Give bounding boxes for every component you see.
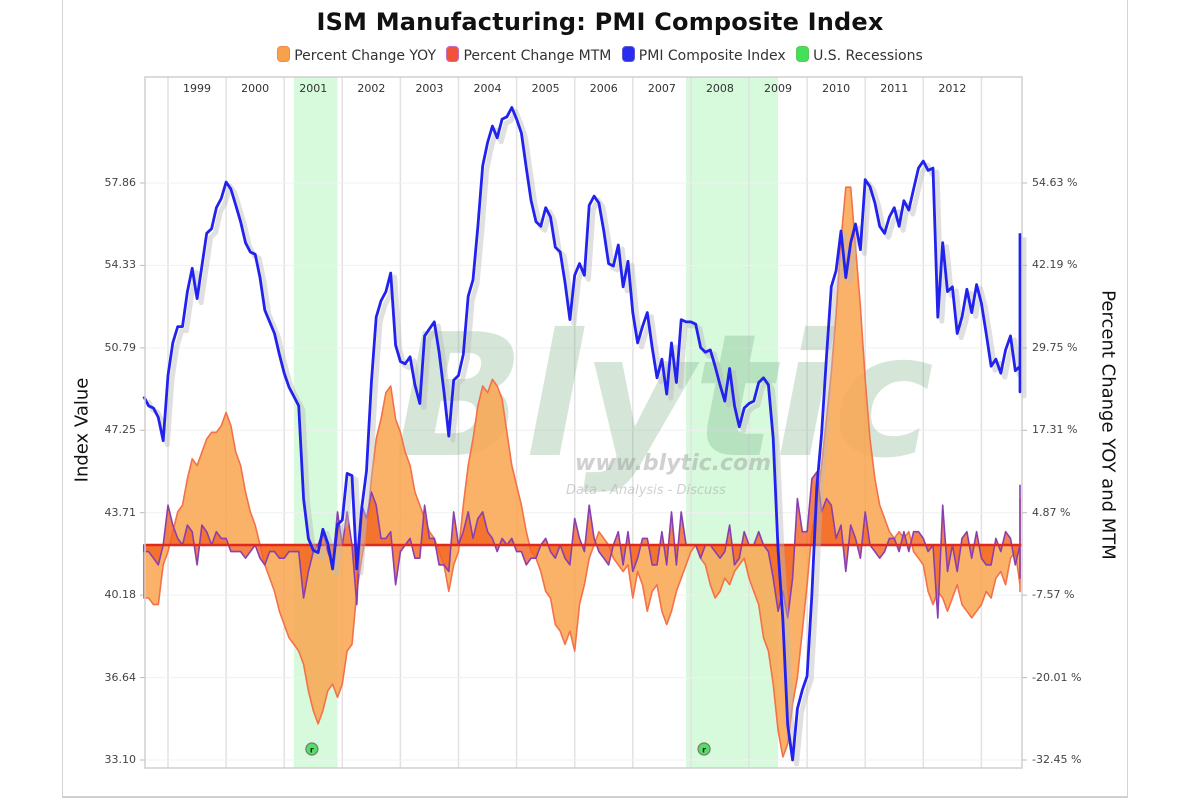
x-tick-label: 2008 bbox=[706, 82, 734, 95]
y-right-tick-label: -7.57 % bbox=[1032, 588, 1075, 602]
x-tick-label: 2006 bbox=[590, 82, 618, 95]
y-left-tick-label: 40.18 bbox=[104, 588, 137, 602]
recession-marker bbox=[697, 742, 711, 756]
series-yoy bbox=[142, 186, 1021, 758]
legend-item-pmi[interactable]: PMI Composite Index bbox=[621, 46, 786, 64]
y-right-tick-label: 42.19 % bbox=[1032, 258, 1078, 272]
legend-swatch-yoy bbox=[277, 46, 291, 62]
y-right-tick-label: -32.45 % bbox=[1032, 753, 1082, 766]
y-right-tick-label: 54.63 % bbox=[1032, 176, 1078, 189]
yoy-area bbox=[142, 186, 1021, 758]
legend-swatch-recessions bbox=[796, 46, 810, 62]
x-tick-label: 2001 bbox=[299, 82, 327, 95]
x-tick-label: 2004 bbox=[474, 82, 502, 95]
y-left-tick-label: 57.86 bbox=[104, 176, 137, 189]
legend-item-recessions[interactable]: U.S. Recessions bbox=[796, 46, 923, 64]
y-right-tick-label: 29.75 % bbox=[1032, 340, 1078, 354]
legend-swatch-pmi bbox=[621, 46, 635, 62]
x-tick-label: 2002 bbox=[357, 82, 385, 95]
y-right-tick-label: 17.31 % bbox=[1032, 423, 1078, 437]
x-tick-label: 2012 bbox=[938, 82, 966, 95]
x-tick-label: 2005 bbox=[532, 82, 560, 95]
y-left-tick-label: 47.25 bbox=[104, 423, 137, 437]
series-pmi bbox=[142, 106, 1027, 767]
recession-marker-label: r bbox=[702, 746, 706, 755]
y-left-tick-label: 54.33 bbox=[104, 258, 137, 272]
x-tick-label: 1999 bbox=[183, 82, 211, 95]
y-right-tick-label: -20.01 % bbox=[1032, 670, 1082, 684]
legend-label-pmi: PMI Composite Index bbox=[638, 48, 786, 64]
plot-border bbox=[144, 76, 1023, 769]
x-tick-label: 2010 bbox=[822, 82, 850, 95]
legend-item-mtm[interactable]: Percent Change MTM bbox=[446, 46, 611, 64]
grid bbox=[140, 77, 1027, 768]
legend-label-yoy: Percent Change YOY bbox=[294, 48, 436, 64]
chart-frame bbox=[62, 0, 1128, 798]
legend: Percent Change YOY Percent Change MTM PM… bbox=[0, 46, 1200, 64]
pmi-line bbox=[142, 106, 1022, 762]
y-left-tick-label: 33.10 bbox=[104, 753, 137, 766]
x-axis-year-labels: 1999 2000 2001 2002 2003 2004 2005 2006 2007 2008… bbox=[183, 82, 966, 95]
y-left-tick-label: 43.71 bbox=[104, 505, 137, 519]
x-tick-label: 2011 bbox=[880, 82, 908, 95]
x-tick-label: 2000 bbox=[241, 82, 269, 95]
recession-marker bbox=[305, 742, 319, 756]
recession-band bbox=[686, 77, 779, 768]
legend-label-mtm: Percent Change MTM bbox=[463, 48, 612, 64]
recession-marker-label: r bbox=[310, 746, 314, 755]
x-tick-label: 2009 bbox=[764, 82, 792, 95]
x-tick-label: 2007 bbox=[648, 82, 676, 95]
legend-label-recessions: U.S. Recessions bbox=[813, 48, 923, 64]
y-right-tick-label: 4.87 % bbox=[1032, 505, 1071, 519]
y-left-tick-label: 50.79 bbox=[104, 340, 137, 354]
watermark-url: www.blytic.com bbox=[575, 451, 771, 476]
x-tick-label: 2003 bbox=[415, 82, 443, 95]
chart-title: ISM Manufacturing: PMI Composite Index bbox=[316, 8, 884, 36]
y-left-tick-label: 36.64 bbox=[104, 670, 137, 684]
legend-swatch-mtm bbox=[446, 46, 460, 62]
watermark-tagline: Data - Analysis - Discuss bbox=[566, 483, 726, 498]
legend-item-yoy[interactable]: Percent Change YOY bbox=[277, 46, 436, 64]
